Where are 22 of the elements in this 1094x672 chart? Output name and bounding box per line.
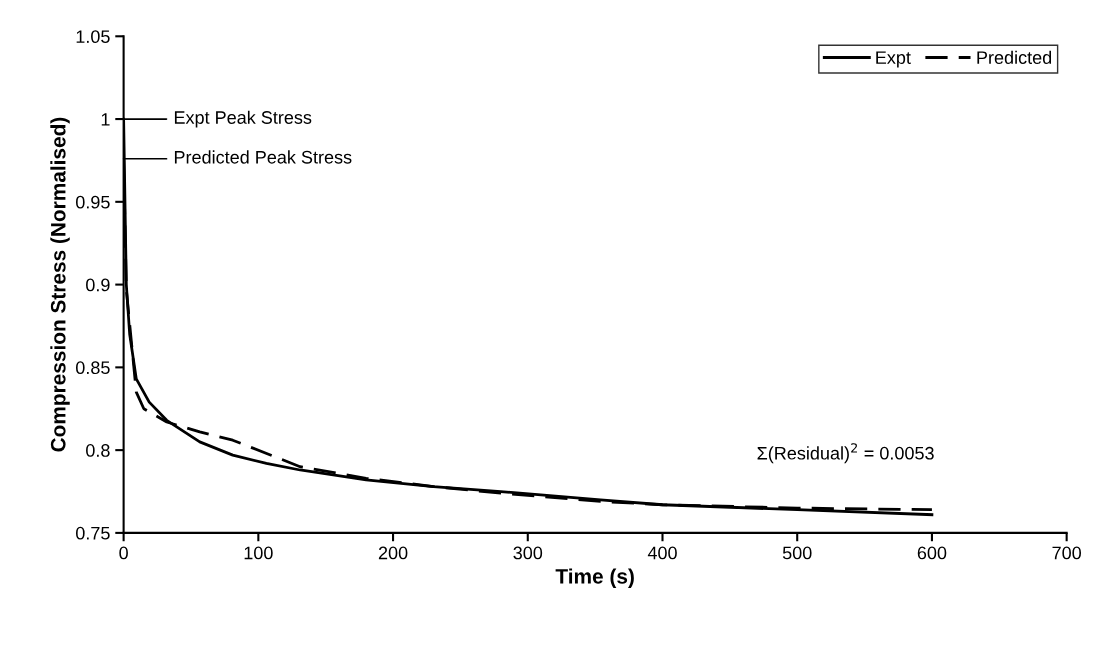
y-tick-label: 0.9 bbox=[86, 278, 110, 292]
x-tick-label: 700 bbox=[1052, 546, 1082, 560]
legend-label: Expt bbox=[876, 51, 911, 68]
annotation: Σ(Residual)$^{2}$ = 0.0053 bbox=[757, 443, 934, 464]
y-axis-title: Compression Stress (Normalised) bbox=[50, 117, 70, 452]
y-tick-label: 1 bbox=[101, 113, 110, 126]
x-tick-label: 600 bbox=[917, 546, 947, 560]
x-tick-label: 200 bbox=[378, 546, 408, 560]
annotation: Expt Peak Stress bbox=[174, 110, 312, 128]
legend-label: Predicted bbox=[977, 50, 1052, 64]
y-tick-label: 0.95 bbox=[76, 195, 110, 209]
x-tick-label: 100 bbox=[244, 546, 273, 560]
y-tick-label: 1.05 bbox=[76, 30, 110, 44]
x-axis-title: Time (s) bbox=[555, 568, 634, 588]
x-tick-label: 0 bbox=[119, 546, 128, 560]
x-tick-label: 400 bbox=[647, 546, 677, 560]
annotation: Predicted Peak Stress bbox=[174, 150, 352, 164]
y-tick-label: 0.8 bbox=[86, 444, 110, 457]
x-tick-label: 300 bbox=[513, 546, 543, 560]
x-tick-label: 500 bbox=[782, 546, 812, 560]
y-tick-label: 0.85 bbox=[76, 361, 110, 375]
y-tick-label: 0.75 bbox=[76, 526, 110, 540]
